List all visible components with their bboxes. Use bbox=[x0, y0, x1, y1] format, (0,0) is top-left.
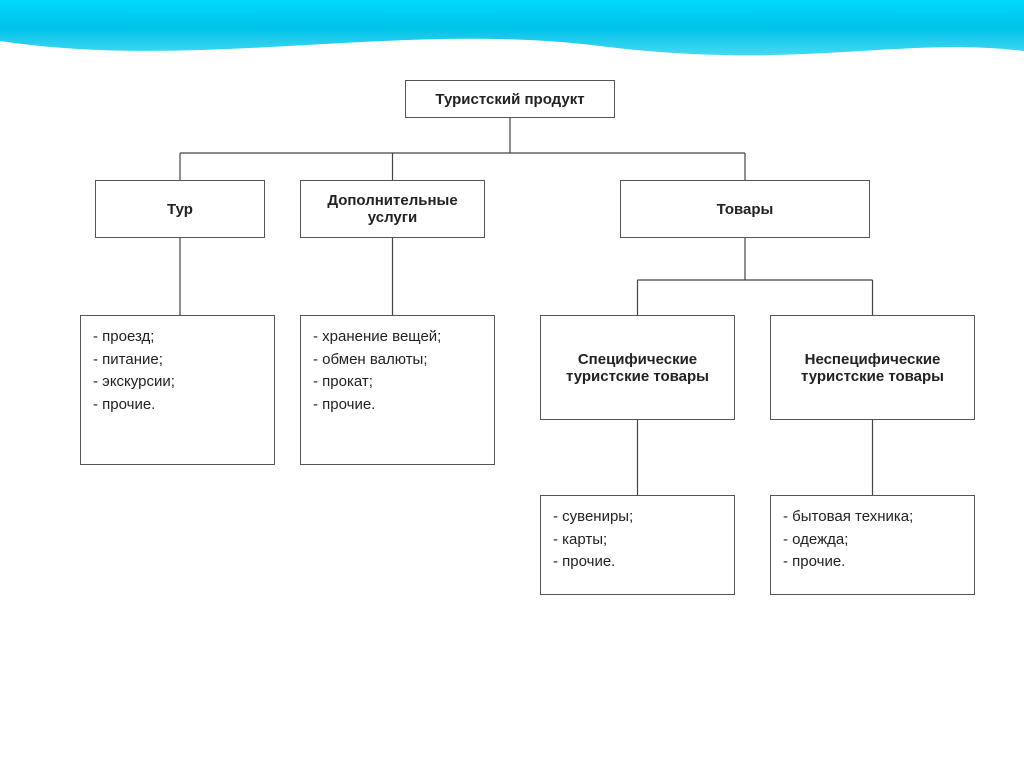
level1-node-tovary: Товары bbox=[620, 180, 870, 238]
goods-sub-spec: Специфические туристские товары bbox=[540, 315, 735, 420]
level1-node-dop: Дополнительные услуги bbox=[300, 180, 485, 238]
spec-item: - карты; bbox=[553, 529, 722, 552]
spec-item: - прочие. bbox=[553, 551, 722, 574]
level1-label: Товары bbox=[717, 201, 774, 218]
nonspec-item: - бытовая техника; bbox=[783, 506, 962, 529]
dop-items-box: - хранение вещей;- обмен валюты;- прокат… bbox=[300, 315, 495, 465]
dop-item: - хранение вещей; bbox=[313, 326, 482, 349]
org-chart-diagram: Туристский продукт Тур Дополнительные услу… bbox=[0, 50, 1024, 767]
tur-item: - питание; bbox=[93, 349, 262, 372]
tur-item: - проезд; bbox=[93, 326, 262, 349]
root-node: Туристский продукт bbox=[405, 80, 615, 118]
dop-item: - прокат; bbox=[313, 371, 482, 394]
goods-sub-nonspec: Неспецифические туристские товары bbox=[770, 315, 975, 420]
spec-items-box: - сувениры;- карты;- прочие. bbox=[540, 495, 735, 595]
dop-item: - прочие. bbox=[313, 394, 482, 417]
dop-item: - обмен валюты; bbox=[313, 349, 482, 372]
nonspec-item: - прочие. bbox=[783, 551, 962, 574]
tur-item: - прочие. bbox=[93, 394, 262, 417]
goods-sub-label: Специфические туристские товары bbox=[553, 351, 722, 385]
nonspec-item: - одежда; bbox=[783, 529, 962, 552]
level1-label: Тур bbox=[167, 201, 193, 218]
tur-item: - экскурсии; bbox=[93, 371, 262, 394]
spec-item: - сувениры; bbox=[553, 506, 722, 529]
nonspec-items-box: - бытовая техника;- одежда;- прочие. bbox=[770, 495, 975, 595]
goods-sub-label: Неспецифические туристские товары bbox=[783, 351, 962, 385]
tur-items-box: - проезд;- питание;- экскурсии;- прочие. bbox=[80, 315, 275, 465]
level1-label: Дополнительные услуги bbox=[313, 192, 472, 226]
root-label: Туристский продукт bbox=[435, 91, 584, 108]
level1-node-tur: Тур bbox=[95, 180, 265, 238]
